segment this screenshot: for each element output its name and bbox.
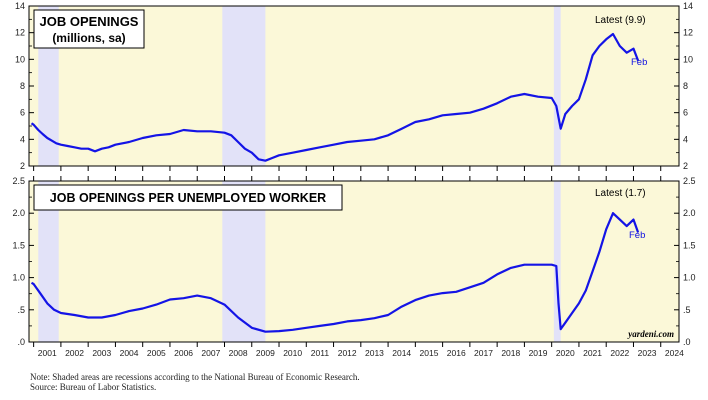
recession-band xyxy=(553,181,561,342)
y-tick-label-left: 6 xyxy=(20,108,25,118)
x-tick-label: 2004 xyxy=(120,348,139,358)
latest-annotation: Latest (1.7) xyxy=(595,188,646,199)
y-tick-label-right: 2 xyxy=(683,161,688,171)
x-tick-label: 2007 xyxy=(201,348,220,358)
y-tick-label-left: 4 xyxy=(20,134,25,144)
end-label: Feb xyxy=(629,230,645,241)
end-label: Feb xyxy=(631,57,647,68)
x-tick-label: 2005 xyxy=(147,348,166,358)
y-tick-label-left: 1.0 xyxy=(12,273,25,283)
x-tick-label: 2003 xyxy=(92,348,111,358)
x-tick-label: 2023 xyxy=(638,348,657,358)
y-tick-label-left: .0 xyxy=(17,337,25,347)
job-openings-panel: 2 2 4 4 6 6 8 8 10 10 12 12 14 14 JOB OPENINGS (milli… xyxy=(15,1,693,171)
y-tick-label-right: 14 xyxy=(683,1,693,11)
note-text: Note: Shaded areas are recessions accord… xyxy=(30,372,360,382)
x-tick-label: 2022 xyxy=(610,348,629,358)
chart-title: JOB OPENINGS PER UNEMPLOYED WORKER xyxy=(50,191,326,205)
y-tick-label-left: 12 xyxy=(15,28,25,38)
y-axis-ticks: 2 2 4 4 6 6 8 8 10 10 12 12 14 14 xyxy=(15,1,693,171)
x-tick-label: 2017 xyxy=(474,348,493,358)
x-tick-label: 2001 xyxy=(38,348,57,358)
y-tick-label-left: 14 xyxy=(15,1,25,11)
y-tick-label-right: 4 xyxy=(683,134,688,144)
y-tick-label-left: .5 xyxy=(17,305,25,315)
y-tick-label-right: 8 xyxy=(683,81,688,91)
x-tick-label: 2021 xyxy=(583,348,602,358)
x-tick-label: 2013 xyxy=(365,348,384,358)
y-axis-ticks: .0 .0 .5 .5 1.0 1.0 1.5 1.5 2.0 2.0 2.5 2.5 xyxy=(12,176,695,347)
series-line-path xyxy=(30,212,640,333)
chart-subtitle: (millions, sa) xyxy=(52,31,125,45)
x-tick-label: 2011 xyxy=(311,348,330,358)
x-tick-label: 2002 xyxy=(65,348,84,358)
y-tick-label-left: 2.0 xyxy=(12,208,25,218)
y-tick-label-right: 2.0 xyxy=(683,208,696,218)
latest-annotation: Latest (9.9) xyxy=(595,15,646,26)
title-box xyxy=(33,9,145,49)
y-tick-label-left: 10 xyxy=(15,54,25,64)
series-line-path xyxy=(30,32,640,162)
y-tick-label-right: 1.0 xyxy=(683,273,696,283)
y-tick-label-right: 1.5 xyxy=(683,240,696,250)
x-tick-label: 2024 xyxy=(665,348,684,358)
y-tick-label-right: .0 xyxy=(683,337,691,347)
source-text: Source: Bureau of Labor Statistics. xyxy=(30,382,157,392)
panel-frame xyxy=(28,180,680,343)
y-tick-label-right: 2.5 xyxy=(683,176,696,186)
x-tick-label: 2008 xyxy=(229,348,248,358)
series-line xyxy=(30,212,640,333)
title-box xyxy=(33,184,343,211)
x-tick-label: 2015 xyxy=(420,348,439,358)
chart-title: JOB OPENINGS xyxy=(40,14,139,29)
y-tick-label-left: 8 xyxy=(20,81,25,91)
y-tick-label-right: 10 xyxy=(683,54,693,64)
y-tick-label-left: 2 xyxy=(20,161,25,171)
x-tick-label: 2014 xyxy=(392,348,411,358)
x-tick-label: 2006 xyxy=(174,348,193,358)
recession-band xyxy=(38,181,59,342)
panel-frame xyxy=(28,5,680,167)
x-tick-label: 2018 xyxy=(501,348,520,358)
y-tick-label-right: .5 xyxy=(683,305,691,315)
x-tick-label: 2012 xyxy=(338,348,357,358)
recession-band xyxy=(553,6,561,166)
source-label: yardeni.com xyxy=(627,329,674,339)
y-tick-label-right: 6 xyxy=(683,108,688,118)
y-tick-label-left: 1.5 xyxy=(12,240,25,250)
y-tick-label-right: 12 xyxy=(683,28,693,38)
x-tick-label: 2019 xyxy=(529,348,548,358)
x-tick-label: 2020 xyxy=(556,348,575,358)
series-line xyxy=(30,32,640,162)
openings-per-unemployed-panel: .0 .0 .5 .5 1.0 1.0 1.5 1.5 2.0 2.0 2.5 2.5 JOB OPE… xyxy=(12,176,695,347)
y-tick-label-left: 2.5 xyxy=(12,176,25,186)
x-tick-label: 2010 xyxy=(283,348,302,358)
x-tick-label: 2016 xyxy=(447,348,466,358)
x-axis: 2001 2002 2003 2004 2005 2006 2007 2008 2009 2010… xyxy=(33,166,684,358)
x-tick-label: 2009 xyxy=(256,348,275,358)
recession-band xyxy=(222,6,266,166)
